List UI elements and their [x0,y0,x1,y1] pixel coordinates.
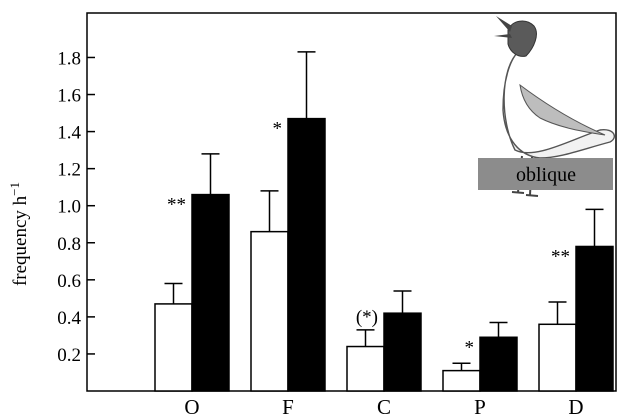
y-tick-label: 1.0 [57,197,81,218]
significance-marker: * [465,337,475,358]
bar [346,345,385,392]
y-tick-label: 0.8 [57,234,81,255]
y-tick-label: 0.6 [57,271,81,292]
bars: ***(*)*** [154,51,614,392]
bar [442,369,481,392]
inset-label-box [478,158,613,190]
y-axis-ticks: 0.2 0.4 0.6 0.8 1.0 1.2 1.4 1.6 1.8 [57,48,95,366]
y-tick-label: 0.4 [57,308,81,329]
y-tick-label: 1.4 [57,123,81,144]
bar [250,230,289,392]
x-tick-label: F [282,395,294,419]
y-tick-label: 0.2 [57,345,81,366]
bar [287,117,326,392]
bar [154,303,193,392]
x-tick-label: P [474,395,486,419]
bar [479,336,518,392]
y-tick-label: 1.6 [57,86,81,107]
y-tick-label: 1.8 [57,48,81,69]
x-tick-label: C [377,395,391,419]
bar [575,245,614,392]
y-tick-label: 1.2 [57,160,81,181]
significance-marker: ** [551,246,570,267]
significance-marker: ** [167,195,186,216]
significance-marker: * [273,119,283,140]
significance-marker: (*) [356,307,378,328]
bar [191,193,230,392]
y-axis-label: frequency h−1 [7,182,31,286]
bar [538,323,577,392]
inset-label: oblique [516,164,576,186]
x-tick-label: D [568,395,583,419]
x-tick-label: O [184,395,199,419]
bar [383,312,422,392]
